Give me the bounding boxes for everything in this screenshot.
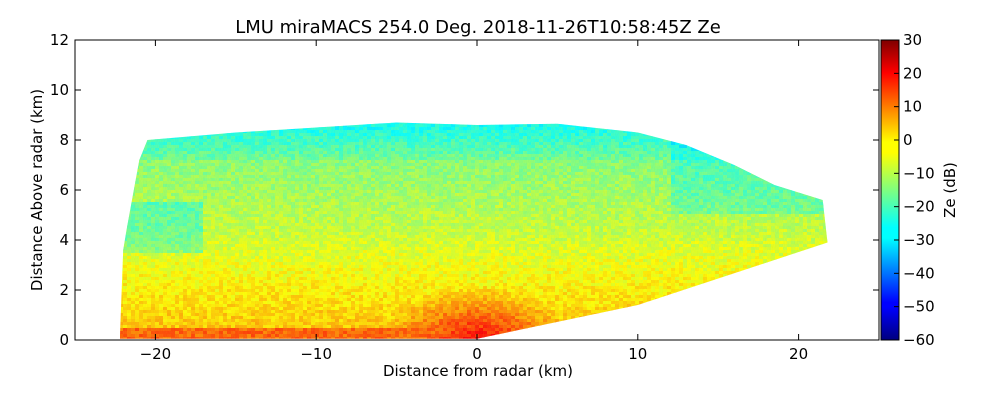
colorbar-tick-label: −30 (903, 231, 935, 249)
plot-area: −20 −10 0 10 20 0 2 4 6 8 10 12 (50, 31, 880, 363)
y-tick-label: 0 (59, 331, 69, 349)
colorbar-gradient (880, 39, 900, 341)
y-tick-label: 10 (50, 81, 69, 99)
colorbar-tick-label: −40 (903, 264, 935, 282)
colorbar: 30 20 10 0 −10 −20 −30 −40 −50 −60 (880, 31, 935, 349)
y-tick-label: 6 (59, 181, 69, 199)
colorbar-tick-label: −20 (903, 198, 935, 216)
x-tick-label: 10 (628, 345, 647, 363)
y-tick-label: 8 (59, 131, 69, 149)
colorbar-tick-label: 20 (903, 64, 922, 82)
radar-echo-field (120, 122, 828, 339)
x-tick-label: 0 (472, 345, 482, 363)
y-tick-label: 4 (59, 231, 69, 249)
y-tick-label: 12 (50, 31, 69, 49)
colorbar-tick-label: 0 (903, 131, 913, 149)
colorbar-tick-label: 30 (903, 31, 922, 49)
x-axis-label: Distance from radar (km) (383, 362, 573, 380)
colorbar-tick-label: −50 (903, 298, 935, 316)
y-tick-label: 2 (59, 281, 69, 299)
x-tick-label: −20 (140, 345, 172, 363)
colorbar-tick-label: −60 (903, 331, 935, 349)
colorbar-tick-label: −10 (903, 164, 935, 182)
x-tick-label: 20 (789, 345, 808, 363)
colorbar-label: Ze (dB) (941, 162, 959, 218)
y-axis-label: Distance Above radar (km) (28, 89, 46, 291)
colorbar-tick-label: 10 (903, 98, 922, 116)
chart-title: LMU miraMACS 254.0 Deg. 2018-11-26T10:58… (235, 17, 721, 38)
x-tick-label: −10 (300, 345, 332, 363)
